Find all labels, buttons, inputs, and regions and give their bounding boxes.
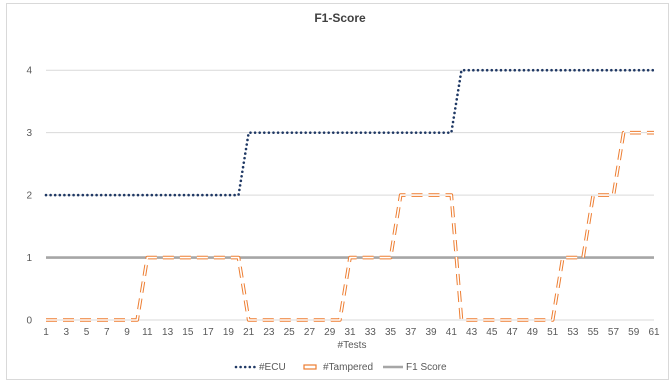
x-tick-label: 29 — [324, 327, 336, 338]
x-tick-label: 25 — [284, 327, 296, 338]
y-tick-label: 3 — [26, 128, 32, 139]
x-tick-label: 9 — [124, 327, 130, 338]
x-tick-label: 43 — [466, 327, 478, 338]
x-tick-label: 31 — [344, 327, 356, 338]
x-tick-label: 3 — [63, 327, 69, 338]
x-tick-label: 19 — [223, 327, 235, 338]
x-tick-label: 13 — [162, 327, 174, 338]
x-tick-label: 61 — [648, 327, 660, 338]
x-tick-label: 51 — [547, 327, 559, 338]
x-tick-label: 35 — [385, 327, 397, 338]
series-lines — [44, 68, 656, 322]
chart-area — [6, 3, 669, 380]
x-tick-label: 11 — [142, 327, 153, 338]
x-tick-label: 17 — [203, 327, 215, 338]
x-axis-tick-labels: 1 3 5 7 9 11 13 15 17 19 21 23 25 27 29 31 33 35 37 39 41 43 4… — [43, 327, 660, 338]
y-tick-label: 2 — [26, 191, 32, 202]
x-tick-label: 55 — [588, 327, 600, 338]
legend-label: #ECU — [259, 362, 286, 373]
x-tick-label: 49 — [527, 327, 539, 338]
x-tick-label: 57 — [608, 327, 620, 338]
x-tick-label: 27 — [304, 327, 316, 338]
y-axis-tick-labels: 0 1 2 3 4 — [26, 66, 32, 327]
x-tick-label: 1 — [43, 327, 49, 338]
x-tick-label: 39 — [426, 327, 438, 338]
x-tick-label: 21 — [243, 327, 255, 338]
legend: #ECU #Tampered F1 Score — [234, 362, 447, 373]
x-tick-label: 47 — [507, 327, 519, 338]
x-tick-label: 41 — [446, 327, 458, 338]
legend-item-ecu: #ECU — [234, 362, 286, 373]
x-tick-label: 59 — [628, 327, 640, 338]
x-tick-label: 37 — [405, 327, 417, 338]
x-tick-label: 45 — [486, 327, 498, 338]
y-tick-label: 1 — [26, 253, 32, 264]
y-tick-label: 0 — [26, 316, 32, 327]
legend-label: #Tampered — [323, 362, 373, 373]
chart-title: F1-Score — [314, 11, 366, 25]
series-line-ecu — [44, 68, 656, 197]
legend-item-f1-score: F1 Score — [383, 362, 447, 373]
x-tick-label: 23 — [263, 327, 275, 338]
legend-label: F1 Score — [406, 362, 447, 373]
x-tick-label: 5 — [84, 327, 90, 338]
series-line-tampered — [46, 130, 654, 322]
x-tick-label: 7 — [104, 327, 110, 338]
x-tick-label: 15 — [182, 327, 194, 338]
x-tick-label: 33 — [365, 327, 377, 338]
y-tick-label: 4 — [26, 66, 32, 77]
legend-item-tampered: #Tampered — [303, 362, 373, 373]
x-tick-label: 53 — [567, 327, 579, 338]
x-axis-title: #Tests — [338, 340, 367, 351]
